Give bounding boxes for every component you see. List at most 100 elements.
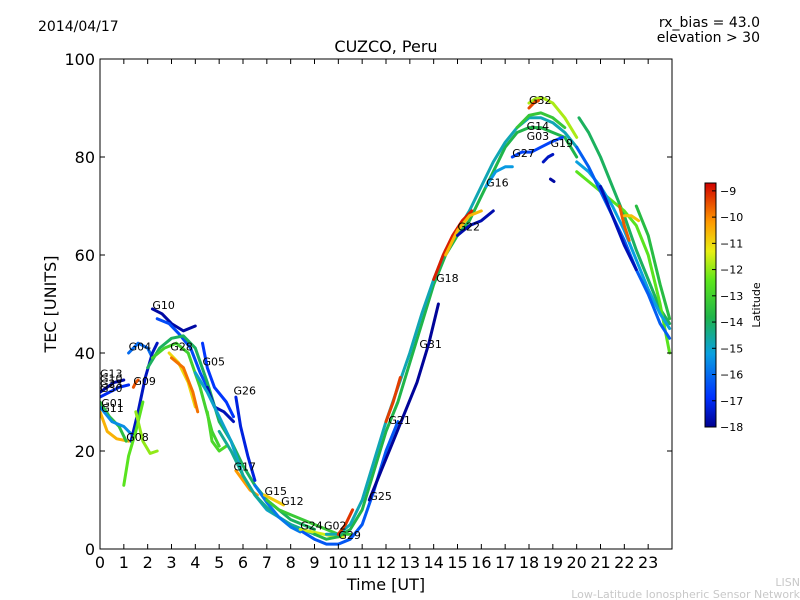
colorbar (704, 182, 717, 428)
satellite-label-2: G23 (100, 377, 123, 390)
x-tick-label-9: 9 (309, 553, 319, 572)
satellite-track-48 (618, 204, 631, 242)
x-tick-label-7: 7 (262, 553, 272, 572)
satellite-track-13 (150, 341, 221, 448)
satellite-track-2 (100, 410, 131, 443)
satellite-label-28: G03 (527, 130, 550, 143)
satellite-track-23 (253, 483, 302, 534)
footer-network-full: Low-Latitude Ionospheric Sensor Network (571, 588, 800, 600)
colorbar-tick-label-0: −9 (720, 185, 736, 198)
satellite-track-6 (129, 341, 159, 443)
x-tick-label-1: 1 (119, 553, 129, 572)
satellite-track-15 (170, 356, 200, 414)
satellite-track-5 (127, 341, 154, 360)
x-tick-label-19: 19 (543, 553, 563, 572)
satellite-track-9 (134, 410, 159, 455)
x-tick-label-23: 23 (638, 553, 658, 572)
satellite-track-41 (541, 153, 555, 164)
colorbar-tick-label-7: −16 (720, 369, 743, 382)
satellite-label-6: G04 (129, 341, 152, 354)
satellite-label-5: G11 (101, 402, 124, 415)
satellite-label-16: G24 (300, 519, 323, 532)
x-tick-label-4: 4 (190, 553, 200, 572)
colorbar-tick-label-9: −18 (720, 421, 743, 434)
x-tick-label-11: 11 (352, 553, 372, 572)
satellite-label-10: G28 (170, 341, 193, 354)
satellite-track-35 (456, 209, 495, 237)
satellite-label-24: G16 (486, 176, 509, 189)
rx-bias-label: rx_bias = 43.0 (659, 15, 760, 31)
satellite-label-25: G27 (512, 147, 535, 160)
satellite-label-20: G21 (388, 414, 411, 427)
satellite-label-18: G29 (338, 529, 361, 542)
satellite-track-32 (384, 376, 402, 424)
satellite-track-39 (527, 99, 540, 110)
colorbar-label: Latitude (750, 282, 763, 328)
satellite-track-24 (263, 493, 285, 507)
chart-title: CUZCO, Peru (334, 37, 437, 56)
footer-network-short: LISN (775, 576, 800, 589)
x-tick-label-13: 13 (400, 553, 420, 572)
x-tick-label-15: 15 (447, 553, 467, 572)
x-axis-label: Time [UT] (346, 575, 425, 594)
satellite-track-22 (217, 429, 316, 536)
x-tick-label-6: 6 (238, 553, 248, 572)
satellite-label-7: G09 (133, 375, 156, 388)
satellite-track-33 (432, 209, 474, 281)
satellite-label-29: G19 (551, 137, 574, 150)
plot-frame (99, 58, 673, 550)
satellite-track-40 (515, 111, 567, 130)
colorbar-ticks: −9 −10 −11 −12 −13 −14 −15 −16 −17 −18 (712, 185, 743, 434)
x-tick-label-0: 0 (95, 553, 105, 572)
y-tick-label-5: 100 (64, 50, 95, 69)
colorbar-tick-label-5: −14 (720, 316, 743, 329)
satellite-track-46 (575, 145, 672, 340)
satellite-track-19 (234, 395, 257, 482)
satellite-label-4: G01 (101, 397, 124, 410)
y-tick-label-0: 0 (85, 540, 95, 559)
x-tick-label-20: 20 (566, 553, 586, 572)
satellite-track-37 (510, 135, 564, 159)
x-tick-label-8: 8 (286, 553, 296, 572)
satellite-label-1: G10 (100, 372, 123, 385)
satellite-label-layer: G13G10G23G30G01G11G04G09G08G10G28G05G26G… (100, 94, 573, 542)
x-tick-label-21: 21 (590, 553, 610, 572)
satellite-track-7 (122, 400, 145, 487)
colorbar-tick-label-8: −17 (720, 395, 743, 408)
colorbar-tick-label-4: −13 (720, 290, 743, 303)
satellite-label-15: G12 (281, 495, 304, 508)
colorbar-tick-label-2: −11 (720, 237, 743, 250)
x-tick-label-3: 3 (166, 553, 176, 572)
satellite-track-50 (634, 204, 672, 321)
y-tick-label-2: 40 (75, 344, 95, 363)
x-axis-ticks: 0 1 2 3 4 5 6 7 8 9 10 11 12 13 14 15 16 17 18 19 20 21 22 23 (95, 59, 658, 572)
satellite-label-0: G13 (100, 368, 123, 381)
satellite-label-14: G15 (265, 485, 288, 498)
satellite-label-3: G30 (100, 382, 123, 395)
satellite-label-26: G32 (529, 94, 552, 107)
y-tick-label-3: 60 (75, 246, 95, 265)
satellite-track-34 (444, 209, 483, 257)
x-tick-label-16: 16 (471, 553, 491, 572)
series-layer (100, 96, 672, 546)
satellite-track-8 (131, 378, 140, 389)
satellite-track-16 (201, 341, 235, 419)
x-tick-label-12: 12 (376, 553, 396, 572)
satellite-label-9: G10 (152, 299, 175, 312)
satellite-label-21: G31 (419, 338, 442, 351)
satellite-label-22: G18 (436, 272, 459, 285)
satellite-label-27: G14 (527, 120, 550, 133)
satellite-track-29 (324, 116, 579, 536)
y-tick-label-1: 20 (75, 442, 95, 461)
satellite-track-4 (100, 405, 135, 438)
x-tick-label-22: 22 (614, 553, 634, 572)
elevation-label: elevation > 30 (657, 30, 760, 46)
x-tick-label-10: 10 (328, 553, 348, 572)
date-label: 2014/04/17 (38, 19, 119, 35)
colorbar-tick-label-3: −12 (720, 264, 743, 277)
satellite-track-11 (155, 317, 212, 394)
y-axis-ticks: 0 20 40 60 80 100 (64, 50, 672, 559)
x-tick-label-2: 2 (143, 553, 153, 572)
